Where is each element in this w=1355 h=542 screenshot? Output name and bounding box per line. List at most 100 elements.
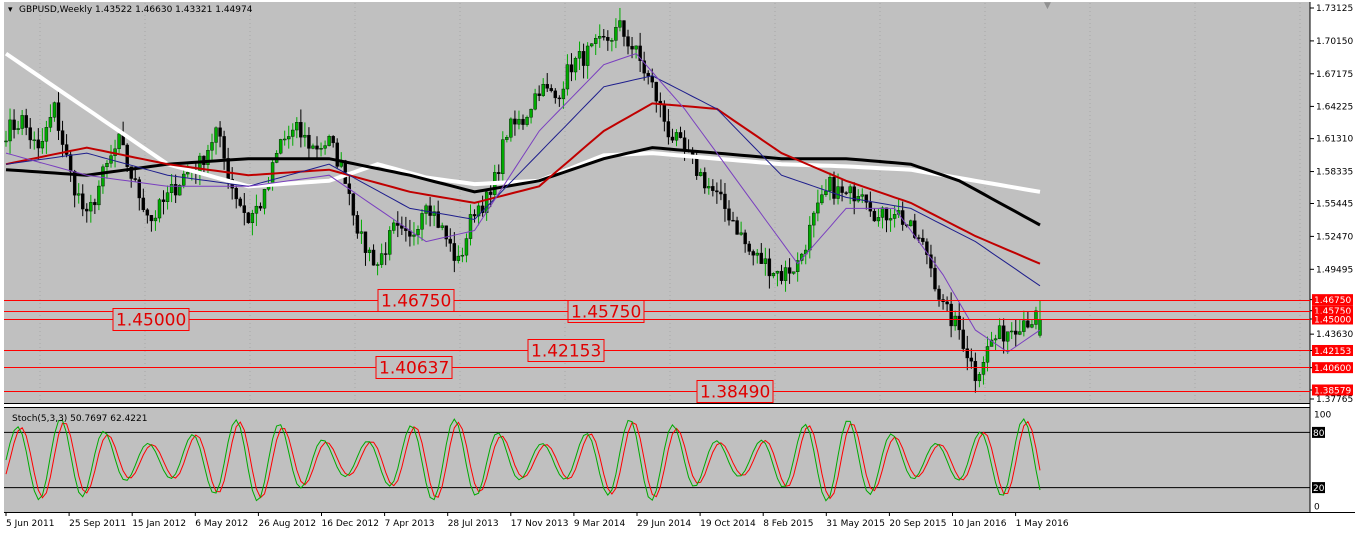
symbol-dropdown-icon[interactable]: ▾ [8,5,13,15]
time-label: 29 Jun 2014 [637,519,691,529]
candle-body [868,202,873,212]
candle-body [949,303,953,327]
candle-body [379,253,384,265]
candle-body [1005,331,1010,342]
candle-body [553,90,558,99]
candle-body [93,202,97,206]
candle-body [533,93,537,110]
candle-body [747,243,751,252]
price-axis[interactable] [1310,2,1355,403]
candle-body [678,132,683,138]
candle-body [129,166,133,179]
candle-body [319,148,323,150]
candle-body [464,238,469,256]
candle-body [662,104,667,122]
candle-body [929,254,933,269]
candle-body [699,172,703,176]
candle-body [557,97,562,100]
level-label-box: 1.42153 [527,339,605,362]
candle-body [44,127,49,142]
candle-body [812,212,816,226]
candle-body [1014,330,1018,335]
candle-body [182,173,186,186]
price-tag-label: 1.45000 [1314,315,1351,325]
candle-body [488,191,493,195]
time-label: 20 Sep 2015 [889,519,946,529]
candle-body [424,205,428,214]
candle-body [367,249,372,253]
time-label: 26 Aug 2012 [258,519,316,529]
time-axis-labels: 5 Jun 2011 25 Sep 2011 15 Jan 2012 6 May 20… [5,512,1069,529]
candle-body [299,122,303,138]
candle-body [561,88,566,100]
candle-body [355,215,360,234]
price-label: 1.64225 [1316,102,1353,112]
candle-body [646,72,650,77]
candle-body [1026,320,1030,328]
level-label-box: 1.45000 [112,308,190,331]
candle-body [250,213,255,224]
candle-body [735,220,739,235]
candle-body [291,129,295,137]
candle-body [937,288,941,300]
candle-body [48,117,53,128]
candle-body [634,45,638,50]
time-label: 31 May 2015 [826,519,885,529]
price-label: 1.61310 [1316,135,1353,145]
candle-body [565,64,570,90]
candle-body [165,192,170,202]
level-label-box: 1.45750 [567,300,645,323]
candle-body [961,329,965,349]
candle-body [60,130,65,145]
candle-body [315,145,319,150]
candle-body [626,36,630,47]
level-label-frame [696,380,774,403]
candle-body [472,214,477,217]
stochastic-title: Stoch(5,3,3) 50.7697 62.4221 [12,414,147,424]
candle-body [28,127,32,141]
candle-body [8,119,12,142]
time-label: 1 May 2016 [1016,519,1069,529]
candle-body [884,207,889,221]
level-label-box: 1.38490 [696,380,774,403]
candle-body [331,136,335,144]
candle-body [759,252,764,264]
candle-body [295,122,299,131]
candle-body [173,184,178,196]
candle-body [840,186,844,193]
candle-body [452,243,457,261]
candle-body [525,116,529,125]
ma-long-line [5,146,1041,227]
price-tag-label: 1.45750 [1314,307,1351,317]
candle-body [1010,330,1014,333]
candle-body [909,220,913,227]
candle-body [618,20,622,28]
candle-body [141,197,146,211]
candle-body [222,136,226,159]
candle-body [254,205,259,214]
candle-body [396,222,400,226]
candle-body [715,190,719,193]
candle-body [52,102,57,118]
candle-body [864,194,869,203]
time-label: 6 May 2012 [195,519,248,529]
candle-body [383,253,388,255]
candle-body [892,214,897,219]
candle-body [848,186,852,194]
candle-body [820,194,824,204]
candle-body [371,249,376,266]
stochastic-panel[interactable] [4,408,1310,512]
candle-body [149,215,154,222]
time-label: 7 Apr 2013 [385,519,435,529]
candle-body [258,205,263,209]
price-tag-label: 1.38579 [1314,386,1351,396]
candle-body [363,231,368,253]
candle-body [432,211,436,216]
scroll-marker-icon[interactable]: ▼ [1044,1,1051,11]
candle-body [404,228,408,231]
price-label: 1.55445 [1316,200,1353,210]
price-panel[interactable] [4,2,1310,403]
candle-body [1038,319,1042,336]
